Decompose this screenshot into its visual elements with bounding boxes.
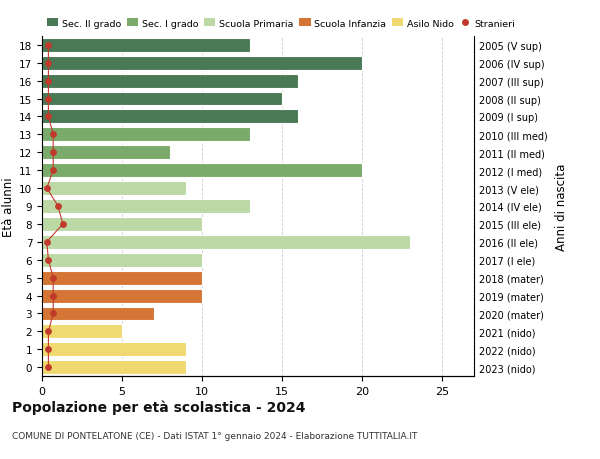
Point: [49, 292, 58, 300]
Point: [44, 328, 53, 336]
Point: [58, 221, 68, 228]
Point: [42, 239, 52, 246]
Bar: [42, 128, 250, 142]
Point: [49, 274, 58, 282]
Bar: [42, 56, 362, 71]
Bar: [42, 92, 282, 106]
Bar: [42, 182, 186, 196]
Bar: [42, 253, 202, 267]
Point: [44, 60, 53, 67]
Bar: [42, 146, 170, 160]
Bar: [42, 110, 298, 124]
Bar: [42, 200, 250, 213]
Point: [49, 310, 58, 318]
Legend: Sec. II grado, Sec. I grado, Scuola Primaria, Scuola Infanzia, Asilo Nido, Stran: Sec. II grado, Sec. I grado, Scuola Prim…: [47, 19, 515, 28]
Bar: [42, 307, 154, 321]
Bar: [42, 360, 186, 375]
Bar: [42, 39, 250, 53]
Bar: [42, 271, 202, 285]
Point: [44, 346, 53, 353]
Bar: [42, 235, 410, 249]
Point: [53, 203, 63, 210]
Bar: [42, 289, 202, 303]
Point: [44, 257, 53, 264]
Bar: [42, 325, 122, 339]
Point: [44, 42, 53, 49]
Point: [49, 167, 58, 174]
Point: [42, 185, 52, 192]
Point: [44, 78, 53, 85]
Point: [49, 131, 58, 139]
Bar: [42, 164, 362, 178]
Point: [44, 364, 53, 371]
Point: [49, 149, 58, 157]
Y-axis label: Età alunni: Età alunni: [2, 177, 15, 236]
Text: Popolazione per età scolastica - 2024: Popolazione per età scolastica - 2024: [12, 399, 305, 414]
Point: [44, 95, 53, 103]
Point: [44, 113, 53, 121]
Text: COMUNE DI PONTELATONE (CE) - Dati ISTAT 1° gennaio 2024 - Elaborazione TUTTITALI: COMUNE DI PONTELATONE (CE) - Dati ISTAT …: [12, 431, 418, 441]
Bar: [42, 342, 186, 357]
Bar: [42, 218, 202, 231]
Y-axis label: Anni di nascita: Anni di nascita: [554, 163, 568, 250]
Bar: [42, 74, 298, 89]
